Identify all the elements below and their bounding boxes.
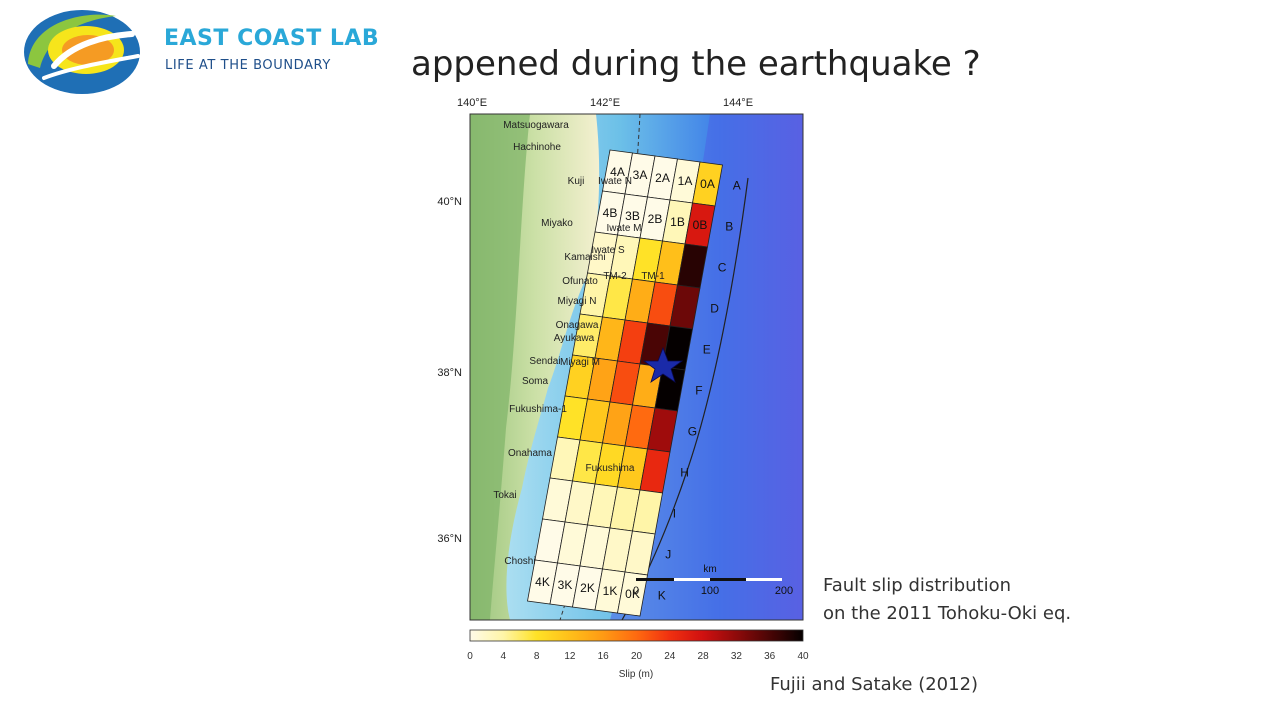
place-label: TM-1 <box>641 271 665 282</box>
caption-line: on the 2011 Tohoku-Oki eq. <box>823 603 1072 624</box>
subfault-label: 0K <box>625 587 640 601</box>
scale-tick: 0 <box>633 585 639 597</box>
subfault-label: 3B <box>625 209 640 223</box>
ellipse-swoosh-icon <box>24 10 140 94</box>
lon-label: 144°E <box>723 97 753 109</box>
row-letter: G <box>688 425 697 439</box>
place-label: Miyagi M <box>560 357 600 368</box>
citation: Fujii and Satake (2012) <box>770 674 979 695</box>
place-label: Iwate N <box>598 176 632 187</box>
subfault-label: 2B <box>648 212 663 226</box>
lat-label: 40°N <box>437 196 462 208</box>
row-letter: C <box>718 261 727 275</box>
subfault-label: 0B <box>693 218 708 232</box>
subfault-label: 1K <box>603 584 618 598</box>
slip-colorbar: 0 4 8 12 16 20 24 28 32 36 40 Slip (m) <box>467 629 809 680</box>
subfault-label: 3K <box>558 578 573 592</box>
subfault-label: 1B <box>670 215 685 229</box>
place-label: Matsuogawara <box>503 120 569 131</box>
place-label: Hachinohe <box>513 142 561 153</box>
place-label: Kamaishi <box>564 252 605 263</box>
place-labels: Matsuogawara Hachinohe Kuji Iwate N Miyako Iw… <box>493 120 665 567</box>
slide-title: appened during the earthquake ? <box>411 44 981 84</box>
colorbar-label: Slip (m) <box>619 669 653 680</box>
figure-caption: Fault slip distribution on the 2011 Toho… <box>823 572 1071 628</box>
place-label: Soma <box>522 376 549 387</box>
colorbar-tick: 28 <box>698 651 710 662</box>
colorbar-tick: 16 <box>598 651 610 662</box>
row-letter: H <box>680 466 689 480</box>
subfault-label: 3A <box>633 168 648 182</box>
place-label: Tokai <box>493 490 516 501</box>
epicenter-star-icon <box>642 346 684 383</box>
lat-label: 36°N <box>437 533 462 545</box>
place-label: Ayukawa <box>554 333 595 344</box>
scale-bar: km 0 100 200 <box>633 564 793 597</box>
place-label: Miyagi N <box>558 296 597 307</box>
lon-label: 142°E <box>590 97 620 109</box>
place-label: Fukushima-1 <box>509 404 567 415</box>
lat-label: 38°N <box>437 367 462 379</box>
colorbar-tick: 40 <box>797 651 809 662</box>
row-letter: K <box>658 589 666 603</box>
subfault-label: 0A <box>700 177 715 191</box>
place-label: Onagawa <box>556 320 599 331</box>
colorbar-tick: 12 <box>564 651 576 662</box>
colorbar-tick: 36 <box>764 651 776 662</box>
colorbar-tick: 8 <box>534 651 540 662</box>
subfault-label: 4K <box>535 575 550 589</box>
place-label: Choshi <box>504 556 535 567</box>
place-label: Miyako <box>541 218 573 229</box>
lon-label: 140°E <box>457 97 487 109</box>
place-label: Kuji <box>568 176 585 187</box>
scale-unit: km <box>703 564 716 575</box>
colorbar-gradient <box>469 629 804 642</box>
row-letters: A B C D E F G H I J K <box>658 179 741 603</box>
row-letter: I <box>673 507 676 521</box>
colorbar-tick: 20 <box>631 651 643 662</box>
row-letter: A <box>733 179 741 193</box>
place-label: Fukushima <box>586 463 635 474</box>
colorbar-tick: 32 <box>731 651 743 662</box>
row-letter: D <box>710 302 719 316</box>
subfault-label: 2A <box>655 171 670 185</box>
subfault-label: 4A <box>610 165 625 179</box>
brand-tagline: LIFE AT THE BOUNDARY <box>165 58 331 73</box>
fault-grid <box>527 149 723 617</box>
subfault-label: 1A <box>678 174 693 188</box>
colorbar-tick: 24 <box>664 651 676 662</box>
place-label: Iwate M <box>606 223 641 234</box>
place-label: Ofunato <box>562 276 598 287</box>
subfault-cell <box>617 571 648 617</box>
place-label: Sendai <box>529 356 560 367</box>
subfault-label: 2K <box>580 581 595 595</box>
subfault-label: 4B <box>603 206 618 220</box>
place-label: TM-2 <box>603 271 627 282</box>
scale-tick: 100 <box>701 585 719 597</box>
colorbar-tick: 0 <box>467 651 473 662</box>
caption-line: Fault slip distribution <box>823 575 1012 596</box>
brand-name: EAST COAST LAB <box>164 26 380 51</box>
row-letter: J <box>665 548 671 562</box>
row-letter: B <box>725 220 733 234</box>
place-label: Iwate S <box>591 245 625 256</box>
scale-tick: 200 <box>775 585 793 597</box>
row-letter: E <box>703 343 711 357</box>
colorbar-tick: 4 <box>501 651 507 662</box>
row-letter: F <box>695 384 702 398</box>
place-label: Onahama <box>508 448 552 459</box>
